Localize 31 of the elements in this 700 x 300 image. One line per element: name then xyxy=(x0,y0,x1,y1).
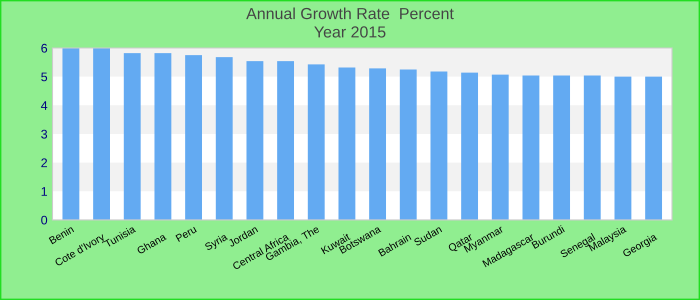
bar xyxy=(430,71,448,220)
y-tick-label: 1 xyxy=(42,187,48,196)
bar xyxy=(185,55,202,220)
bar xyxy=(62,48,80,220)
bar xyxy=(522,76,540,220)
y-tick-label: 6 xyxy=(41,44,48,53)
bar xyxy=(584,76,601,220)
bar xyxy=(645,76,662,220)
bar xyxy=(246,61,264,220)
y-tick-label: 0 xyxy=(41,216,48,225)
x-tick-label: Benin xyxy=(48,225,74,244)
y-tick-label: 4 xyxy=(40,101,48,110)
bar xyxy=(338,67,356,220)
y-tick-label: 2 xyxy=(41,158,48,168)
bar xyxy=(154,53,172,220)
y-tick-label: 5 xyxy=(41,72,48,82)
bar xyxy=(400,69,417,220)
x-tick-label: Syria xyxy=(204,232,230,253)
bar xyxy=(93,48,110,220)
bar xyxy=(614,76,632,220)
bar xyxy=(369,68,386,220)
bar xyxy=(277,61,294,220)
bar xyxy=(492,74,509,220)
bar xyxy=(308,64,325,220)
bar xyxy=(461,72,478,220)
chart-title: Annual Growth Rate Percent Year 2015 xyxy=(246,8,454,38)
bar xyxy=(553,76,570,220)
y-tick-label: 3 xyxy=(41,130,48,139)
x-tick-label: Peru xyxy=(175,225,197,242)
bar xyxy=(216,57,233,220)
bar xyxy=(124,53,141,220)
